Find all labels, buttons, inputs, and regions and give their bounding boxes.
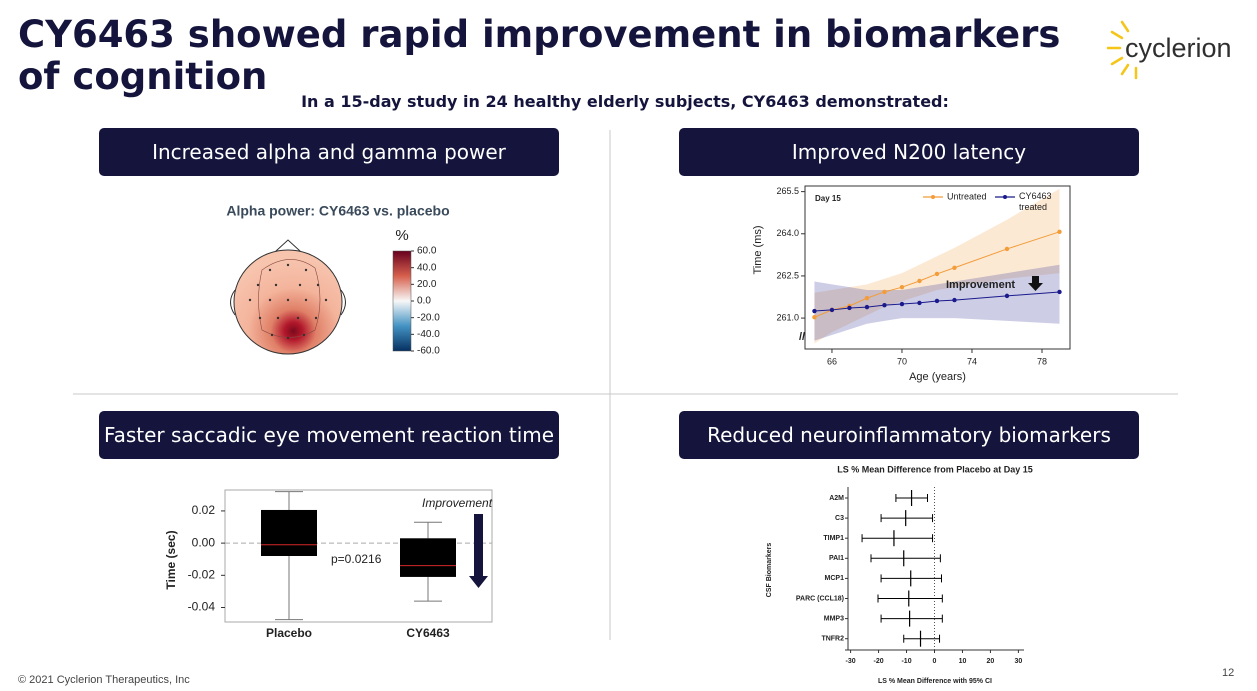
chart-title: LS % Mean Difference from Placebo at Day… bbox=[837, 464, 1033, 474]
data-point bbox=[1004, 293, 1010, 299]
data-point bbox=[882, 302, 887, 308]
panel-header: Faster saccadic eye movement reaction ti… bbox=[99, 411, 559, 459]
y-tick-label: TNFR2 bbox=[821, 636, 844, 643]
x-tick-label: -10 bbox=[901, 658, 911, 665]
x-tick-label: 66 bbox=[827, 356, 837, 366]
panel-header: Increased alpha and gamma power bbox=[99, 128, 559, 176]
logo-rays bbox=[1106, 20, 1138, 80]
colorbar-label: % bbox=[395, 227, 408, 244]
y-tick-label: PAI1 bbox=[829, 555, 844, 562]
plot-frame bbox=[804, 185, 1071, 350]
improvement-arrow bbox=[469, 514, 488, 588]
sensors bbox=[248, 263, 328, 340]
y-tick-label: 262.5 bbox=[776, 270, 799, 280]
x-tick-label: 74 bbox=[967, 356, 977, 366]
annotation: p=0.0216 bbox=[331, 552, 382, 566]
legend-label: CY6463 treated bbox=[1019, 191, 1052, 212]
x-tick-label: 78 bbox=[1037, 356, 1047, 366]
x-tick-label: 20 bbox=[987, 658, 995, 665]
y-tick-label: MCP1 bbox=[825, 575, 845, 582]
axis-break: // bbox=[799, 331, 805, 343]
box bbox=[261, 509, 317, 556]
y-tick-label: -0.04 bbox=[188, 600, 216, 614]
data-point bbox=[812, 308, 817, 314]
data-point bbox=[934, 298, 940, 304]
y-tick-label: A2M bbox=[829, 495, 844, 502]
data-point bbox=[917, 300, 922, 306]
x-tick-label: -30 bbox=[846, 658, 856, 665]
data-point bbox=[917, 278, 922, 284]
data-point bbox=[899, 301, 905, 307]
colorbar-tick-label: 0.0 bbox=[417, 296, 431, 307]
x-tick-label: 70 bbox=[897, 356, 907, 366]
colorbar-tick-label: 60.0 bbox=[417, 246, 437, 257]
data-point bbox=[847, 305, 852, 311]
data-point bbox=[952, 297, 957, 303]
y-axis-label: Time (ms) bbox=[752, 225, 764, 274]
annotation: Improvement bbox=[422, 496, 493, 510]
slide-title: CY6463 showed rapid improvement in bioma… bbox=[18, 13, 1061, 98]
colorbar bbox=[392, 250, 412, 352]
y-tick-label: -0.02 bbox=[188, 567, 216, 581]
annotation: Day 15 bbox=[815, 194, 841, 203]
footer: © 2021 Cyclerion Therapeutics, Inc bbox=[18, 674, 190, 686]
x-tick-label: CY6463 bbox=[406, 626, 450, 640]
x-tick-label: -20 bbox=[874, 658, 884, 665]
page-number: 12 bbox=[1222, 667, 1235, 679]
data-point bbox=[1057, 229, 1062, 235]
data-point bbox=[882, 289, 887, 295]
y-tick-label: 264.0 bbox=[776, 228, 799, 238]
y-tick-label: 265.5 bbox=[776, 186, 799, 196]
y-tick-label: TIMP1 bbox=[823, 535, 844, 542]
x-axis-label: Age (years) bbox=[909, 371, 966, 383]
data-point bbox=[1057, 289, 1062, 295]
annotation: Improvement bbox=[946, 279, 1015, 291]
y-tick-label: PARC (CCL18) bbox=[796, 595, 844, 602]
x-tick-label: 30 bbox=[1015, 658, 1023, 665]
x-tick-label: 10 bbox=[959, 658, 967, 665]
data-point bbox=[864, 295, 870, 301]
panel-header: Reduced neuroinflammatory biomarkers bbox=[679, 411, 1139, 459]
y-axis-label: Time (sec) bbox=[164, 530, 178, 589]
y-tick-label: MMP3 bbox=[824, 615, 844, 622]
x-axis-label: LS % Mean Difference with 95% CI bbox=[878, 678, 992, 685]
confidence-band bbox=[814, 188, 1060, 344]
data-point bbox=[864, 304, 870, 310]
box bbox=[400, 538, 456, 577]
colorbar-tick-label: 40.0 bbox=[417, 262, 437, 273]
y-tick-label: C3 bbox=[835, 515, 844, 522]
panel-header: Improved N200 latency bbox=[679, 128, 1139, 176]
head-nose bbox=[274, 239, 302, 252]
y-axis-label: CSF Biomarkers bbox=[766, 543, 773, 598]
data-point bbox=[899, 284, 905, 290]
colorbar-tick-label: 20.0 bbox=[417, 279, 437, 290]
colorbar-tick-label: -20.0 bbox=[417, 312, 440, 323]
legend-label: Untreated bbox=[947, 191, 987, 201]
colorbar-tick-label: -60.0 bbox=[417, 346, 440, 357]
data-point bbox=[829, 307, 835, 313]
legend-marker bbox=[1003, 195, 1007, 199]
topomap bbox=[230, 239, 346, 355]
x-tick-label: Placebo bbox=[266, 626, 312, 640]
y-tick-label: 0.00 bbox=[192, 535, 216, 549]
colorbar-tick-label: -40.0 bbox=[417, 329, 440, 340]
data-point bbox=[952, 265, 957, 270]
improvement-arrow bbox=[1028, 276, 1043, 291]
data-point bbox=[812, 315, 817, 320]
y-tick-label: 261.0 bbox=[776, 312, 799, 322]
data-point bbox=[1004, 246, 1010, 252]
data-point bbox=[934, 271, 940, 277]
logo-text: cyclerion bbox=[1125, 33, 1232, 63]
contour bbox=[258, 259, 321, 338]
slide-subtitle: In a 15-day study in 24 healthy elderly … bbox=[301, 92, 949, 111]
chart-title: Alpha power: CY6463 vs. placebo bbox=[226, 203, 449, 219]
x-tick-label: 0 bbox=[933, 658, 937, 665]
legend-marker bbox=[931, 195, 935, 199]
y-tick-label: 0.02 bbox=[192, 503, 216, 517]
